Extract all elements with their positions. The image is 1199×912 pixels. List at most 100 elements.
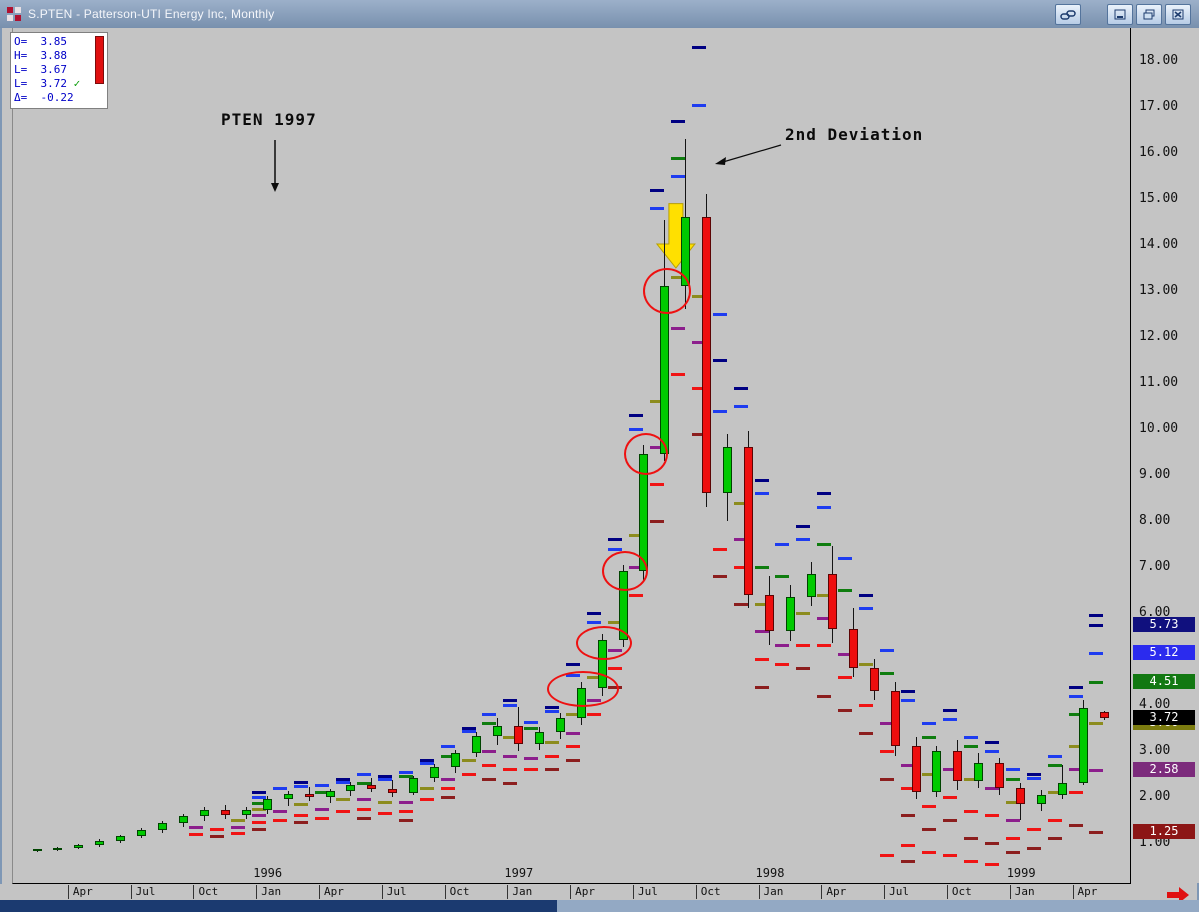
- level-mark: [691, 103, 706, 107]
- candle: [848, 629, 858, 669]
- candle: [137, 830, 147, 837]
- level-mark: [901, 690, 916, 694]
- price-tick: 4.00: [1139, 697, 1171, 712]
- minimize-button[interactable]: [1107, 4, 1133, 25]
- level-mark: [1068, 713, 1083, 717]
- level-mark: [273, 809, 288, 813]
- chart-plot-area[interactable]: PTEN 1997 2nd Deviation 1996 1997 1998 1999: [12, 28, 1131, 884]
- candle: [158, 823, 168, 831]
- level-mark: [984, 842, 999, 845]
- level-mark: [984, 814, 999, 818]
- level-mark: [670, 175, 685, 178]
- level-mark: [377, 777, 392, 781]
- level-mark: [608, 621, 623, 625]
- candle: [472, 736, 482, 754]
- price-tick: 11.00: [1139, 375, 1179, 390]
- level-mark: [252, 814, 267, 818]
- level-mark: [733, 538, 748, 542]
- level-mark: [691, 294, 706, 298]
- month-label: Jul: [386, 885, 407, 898]
- level-mark: [1047, 791, 1062, 795]
- level-mark: [649, 207, 664, 211]
- month-tick: [1009, 885, 1011, 899]
- level-mark: [628, 533, 643, 537]
- level-mark: [712, 313, 727, 316]
- level-mark: [440, 745, 455, 749]
- price-level-label: 3.72: [1133, 709, 1195, 725]
- level-mark: [252, 828, 267, 832]
- close-button[interactable]: [1165, 4, 1191, 25]
- month-label: Apr: [72, 885, 93, 898]
- price-tick: 8.00: [1139, 513, 1171, 528]
- annotation-overlay: [271, 140, 782, 269]
- month-tick: [507, 885, 509, 899]
- level-mark: [503, 704, 518, 707]
- month-label: Apr: [324, 885, 344, 898]
- month-tick: [444, 885, 446, 899]
- candle: [953, 751, 963, 781]
- level-mark: [817, 593, 832, 597]
- month-tick: [130, 885, 132, 899]
- status-strip-segment: [0, 900, 557, 912]
- level-mark: [1047, 754, 1062, 758]
- level-mark: [942, 819, 957, 822]
- level-mark: [356, 782, 371, 786]
- level-mark: [691, 46, 706, 50]
- month-label: Oct: [449, 885, 470, 898]
- price-tick: 15.00: [1139, 191, 1179, 206]
- level-mark: [859, 731, 874, 735]
- level-mark: [712, 575, 727, 579]
- price-level-label: 2.58: [1133, 762, 1195, 778]
- price-tick: 16.00: [1139, 145, 1179, 160]
- month-tick: [695, 885, 697, 899]
- level-mark: [880, 648, 895, 652]
- quote-readout-box: O= 3.85 H= 3.88 L= 3.67 L= 3.72 ✓ Δ= -0.2…: [10, 32, 108, 109]
- level-mark: [649, 483, 664, 487]
- level-mark: [628, 414, 643, 418]
- level-mark: [963, 809, 978, 813]
- level-mark: [1005, 768, 1020, 772]
- level-mark: [921, 805, 936, 809]
- title-bar[interactable]: S.PTEN - Patterson-UTI Energy Inc, Month…: [0, 0, 1199, 28]
- level-mark: [273, 819, 288, 822]
- level-mark: [440, 786, 455, 790]
- price-tick: 9.00: [1139, 467, 1171, 482]
- month-tick: [632, 885, 634, 899]
- level-mark: [984, 862, 999, 866]
- level-mark: [273, 786, 288, 790]
- level-mark: [942, 708, 957, 712]
- candle: [32, 849, 42, 852]
- level-mark: [859, 593, 874, 597]
- level-mark: [670, 326, 685, 330]
- level-mark: [1047, 837, 1062, 841]
- level-mark: [963, 745, 978, 749]
- price-tick: 7.00: [1139, 559, 1171, 574]
- level-mark: [817, 506, 832, 510]
- level-mark: [377, 800, 392, 804]
- level-mark: [356, 798, 371, 802]
- level-mark: [901, 786, 916, 790]
- level-mark: [649, 520, 664, 523]
- link-icon[interactable]: [1055, 4, 1081, 25]
- candle: [1079, 707, 1088, 784]
- highlight-ellipse: [642, 267, 691, 314]
- level-mark: [566, 662, 581, 666]
- candle: [534, 731, 544, 745]
- level-mark: [482, 763, 497, 767]
- level-mark: [963, 777, 978, 781]
- candle-wick: [1062, 764, 1064, 800]
- level-mark: [921, 828, 936, 832]
- restore-button[interactable]: [1136, 4, 1162, 25]
- level-mark: [775, 575, 790, 579]
- level-mark: [398, 819, 413, 822]
- candle: [53, 847, 63, 850]
- quote-row: H= 3.88: [14, 49, 74, 62]
- level-mark: [1005, 777, 1020, 781]
- level-mark: [754, 602, 769, 606]
- month-label: Oct: [198, 885, 219, 898]
- level-mark: [252, 796, 267, 799]
- level-mark: [901, 844, 916, 848]
- highlight-ellipse: [576, 625, 633, 660]
- level-mark: [1089, 652, 1104, 656]
- level-mark: [482, 722, 497, 726]
